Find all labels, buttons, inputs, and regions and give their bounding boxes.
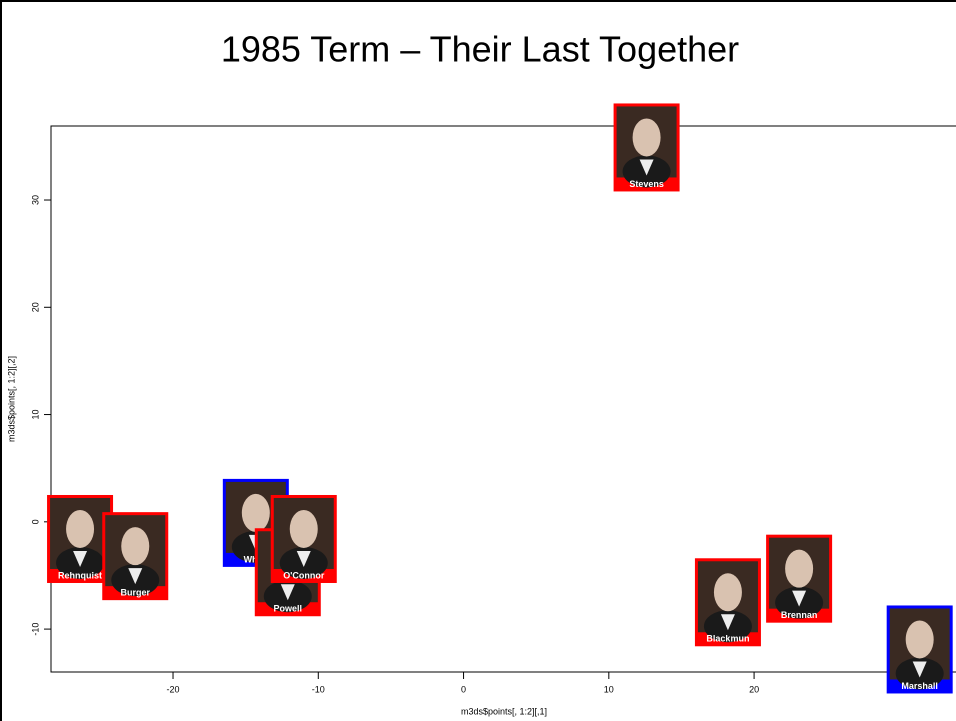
photo-shirt xyxy=(73,550,88,567)
y-tick-label: 0 xyxy=(30,519,40,524)
justice-marker: Brennan xyxy=(766,534,833,623)
x-tick-label: 10 xyxy=(604,684,614,694)
y-axis-label: m3ds$points[, 1:2][,2] xyxy=(6,356,16,442)
photo-face xyxy=(241,493,270,532)
justice-marker: Rehnquist xyxy=(47,494,114,583)
photo-face xyxy=(289,509,318,548)
photo-shirt xyxy=(912,661,927,678)
photo-face xyxy=(632,118,661,157)
photo-shirt xyxy=(280,584,295,601)
photo-shirt xyxy=(296,550,311,567)
justice-marker: Burger xyxy=(102,512,169,601)
plot-box xyxy=(50,125,956,673)
justice-marker: Blackmun xyxy=(694,558,761,647)
y-tick-label: 30 xyxy=(30,195,40,205)
marker-label: O'Connor xyxy=(283,570,325,580)
marker-label: Marshall xyxy=(901,681,938,691)
photo-face xyxy=(785,549,814,588)
justice-marker: Stevens xyxy=(613,103,680,192)
marker-label: Stevens xyxy=(629,179,664,189)
y-tick-label: 10 xyxy=(30,410,40,420)
x-tick-label: -20 xyxy=(167,684,180,694)
photo-face xyxy=(905,620,934,659)
justice-marker: Marshall xyxy=(886,605,953,694)
photo-face xyxy=(121,527,150,566)
photo-shirt xyxy=(128,568,143,585)
photo-face xyxy=(66,509,95,548)
x-axis-label: m3ds$points[, 1:2][,1] xyxy=(461,706,547,716)
marker-label: Rehnquist xyxy=(58,570,102,580)
marker-label: Brennan xyxy=(781,610,818,620)
justice-marker: O'Connor xyxy=(270,494,337,583)
marker-label: Blackmun xyxy=(706,634,749,644)
y-tick-label: 20 xyxy=(30,302,40,312)
marker-label: Burger xyxy=(120,588,150,598)
y-tick-label: -10 xyxy=(30,623,40,636)
marker-label: Powell xyxy=(274,604,303,614)
x-tick-label: -10 xyxy=(312,684,325,694)
photo-shirt xyxy=(792,590,807,607)
x-tick-label: 20 xyxy=(749,684,759,694)
chart-title: 1985 Term – Their Last Together xyxy=(221,29,739,70)
x-tick-label: 0 xyxy=(461,684,466,694)
photo-shirt xyxy=(639,159,654,176)
photo-face xyxy=(713,573,742,612)
photo-shirt xyxy=(720,614,735,631)
